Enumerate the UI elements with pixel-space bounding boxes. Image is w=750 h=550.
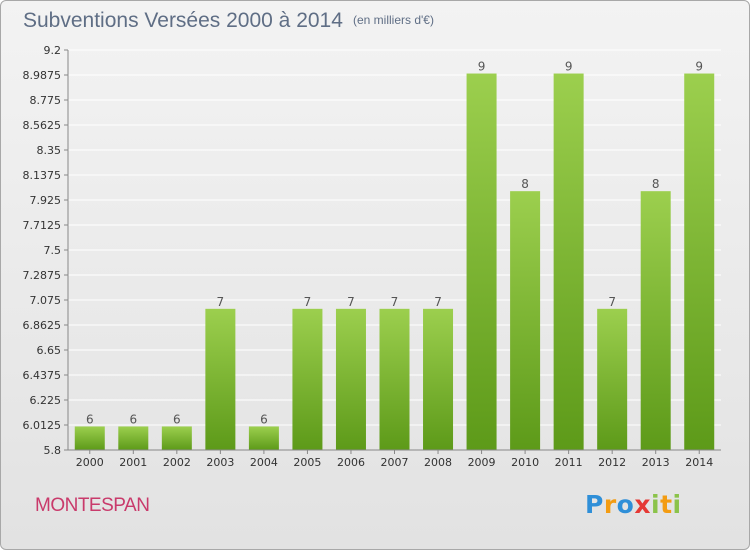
y-tick-label: 6.4375 bbox=[23, 369, 62, 382]
bar bbox=[553, 73, 584, 450]
logo-letter: i bbox=[672, 490, 682, 519]
y-tick-label: 6.65 bbox=[37, 344, 62, 357]
x-tick-label: 2002 bbox=[163, 456, 191, 469]
y-tick-label: 8.775 bbox=[30, 94, 62, 107]
chart-unit: (en milliers d'€) bbox=[353, 13, 434, 27]
x-tick-label: 2014 bbox=[685, 456, 713, 469]
x-tick-label: 2010 bbox=[511, 456, 539, 469]
logo-letter: P bbox=[585, 490, 604, 519]
proxiti-logo[interactable]: Proxiti bbox=[585, 490, 682, 519]
data-label: 9 bbox=[478, 60, 486, 74]
logo-letter: r bbox=[603, 490, 617, 519]
bar bbox=[74, 426, 105, 450]
y-tick-label: 8.9875 bbox=[23, 69, 62, 82]
logo-letter: o bbox=[616, 490, 635, 519]
data-label: 6 bbox=[260, 412, 268, 426]
bar bbox=[510, 191, 541, 451]
y-tick-label: 6.225 bbox=[30, 394, 62, 407]
data-label: 8 bbox=[652, 177, 660, 191]
bar bbox=[248, 426, 279, 450]
logo-letter: i bbox=[651, 490, 661, 519]
x-tick-label: 2007 bbox=[381, 456, 409, 469]
x-tick-label: 2001 bbox=[119, 456, 147, 469]
data-label: 9 bbox=[565, 60, 573, 74]
y-tick-label: 7.925 bbox=[30, 194, 62, 207]
data-label: 7 bbox=[217, 295, 225, 309]
bar bbox=[423, 308, 454, 450]
grid bbox=[68, 49, 721, 451]
bars: 6 6 6 7 6 7 7 7 7 9 8 9 7 8 9 bbox=[74, 60, 715, 451]
data-label: 7 bbox=[434, 295, 442, 309]
x-tick-label: 2011 bbox=[555, 456, 583, 469]
logo-letter: x bbox=[634, 490, 651, 519]
bar bbox=[118, 426, 149, 450]
y-tick-label: 8.35 bbox=[37, 144, 62, 157]
bar bbox=[335, 308, 366, 450]
bar bbox=[161, 426, 192, 450]
commune-name: MONTESPAN bbox=[35, 495, 150, 516]
data-label: 6 bbox=[173, 412, 181, 426]
y-tick-label: 5.8 bbox=[44, 444, 62, 457]
x-tick-label: 2004 bbox=[250, 456, 278, 469]
y-tick-label: 8.5625 bbox=[23, 119, 62, 132]
bar bbox=[684, 73, 715, 450]
y-tick-label: 6.0125 bbox=[23, 419, 62, 432]
x-tick-label: 2006 bbox=[337, 456, 365, 469]
data-label: 7 bbox=[391, 295, 399, 309]
chart-title: Subventions Versées 2000 à 2014 bbox=[23, 9, 343, 32]
bar bbox=[205, 308, 236, 450]
x-tick-label: 2005 bbox=[293, 456, 321, 469]
y-tick-label: 6.8625 bbox=[23, 319, 62, 332]
bar bbox=[379, 308, 410, 450]
bar bbox=[292, 308, 323, 450]
bar bbox=[466, 73, 497, 450]
data-label: 9 bbox=[695, 60, 703, 74]
data-label: 6 bbox=[86, 412, 94, 426]
y-tick-label: 7.5 bbox=[44, 244, 62, 257]
x-tick-label: 2003 bbox=[206, 456, 234, 469]
y-tick-label: 7.7125 bbox=[23, 219, 62, 232]
y-tick-label: 7.2875 bbox=[23, 269, 62, 282]
x-tick-label: 2009 bbox=[468, 456, 496, 469]
y-tick-label: 7.075 bbox=[30, 294, 62, 307]
data-label: 6 bbox=[129, 412, 137, 426]
x-tick-label: 2008 bbox=[424, 456, 452, 469]
data-label: 8 bbox=[521, 177, 529, 191]
x-tick-label: 2013 bbox=[642, 456, 670, 469]
axes: 9.2 8.9875 8.775 8.5625 8.35 8.1375 7.925 7.712… bbox=[23, 44, 721, 469]
y-tick-label: 8.1375 bbox=[23, 169, 62, 182]
x-tick-label: 2000 bbox=[76, 456, 104, 469]
data-label: 7 bbox=[608, 295, 616, 309]
bar bbox=[640, 191, 671, 451]
y-tick-label: 9.2 bbox=[44, 44, 62, 57]
bar bbox=[597, 308, 628, 450]
x-tick-label: 2012 bbox=[598, 456, 626, 469]
data-label: 7 bbox=[304, 295, 312, 309]
data-label: 7 bbox=[347, 295, 355, 309]
logo-letter: t bbox=[660, 490, 673, 519]
